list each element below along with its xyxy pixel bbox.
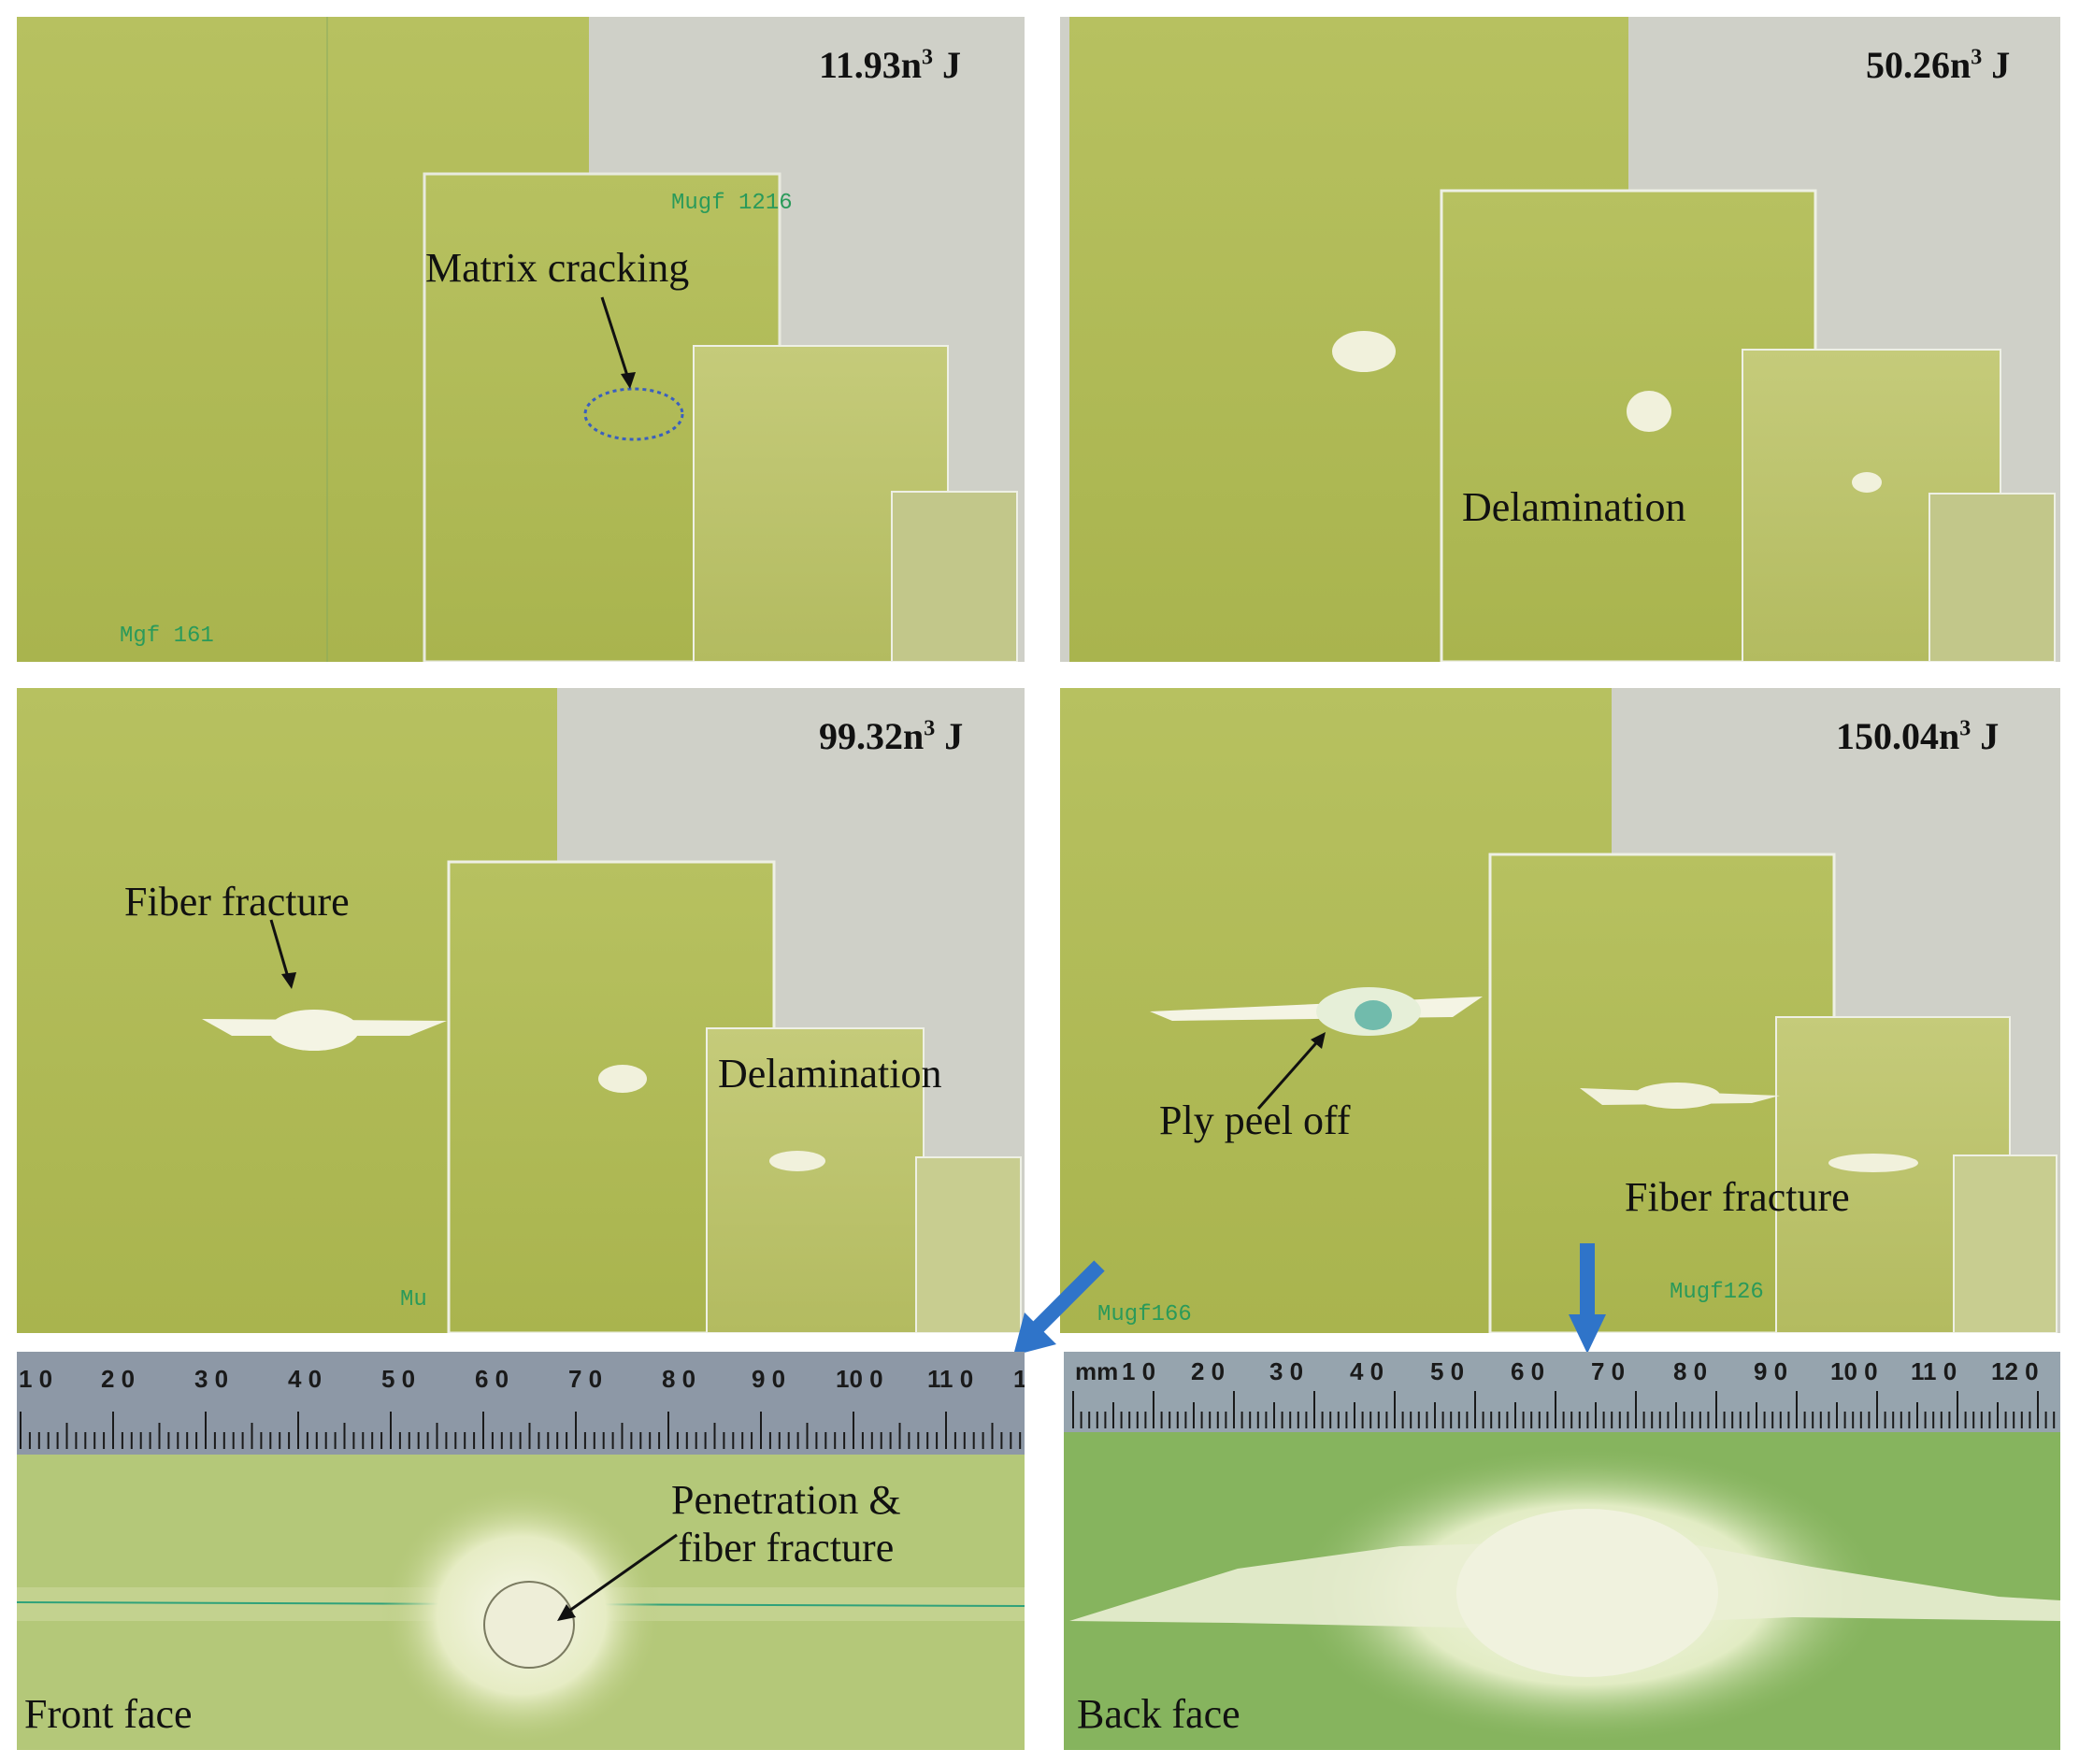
photo-panel-4: Mugf166 Mugf126 150.04n3 J Ply peel off … bbox=[1060, 688, 2060, 1333]
ruler-scale: mm 1 0 2 0 3 0 4 0 5 0 6 0 7 0 8 0 9 0 10 0 1… bbox=[1072, 1357, 2056, 1428]
impact-energy-label: 50.26n3 J bbox=[1866, 44, 2011, 86]
closeup-front: 1 0 2 0 3 0 4 0 5 0 6 0 7 0 8 0 9 0 10 0 11 0… bbox=[17, 1352, 1025, 1750]
svg-text:11 0: 11 0 bbox=[927, 1365, 973, 1393]
svg-text:8 0: 8 0 bbox=[662, 1365, 695, 1393]
delamination-label: Delamination bbox=[1462, 484, 1686, 530]
photo-panel-2: 50.26n3 J Delamination bbox=[1060, 17, 2060, 662]
ply-peel-off-label: Ply peel off bbox=[1159, 1097, 1351, 1143]
svg-text:mm: mm bbox=[1075, 1357, 1118, 1385]
svg-text:1: 1 bbox=[1013, 1365, 1025, 1393]
svg-text:10 0: 10 0 bbox=[836, 1365, 883, 1393]
impact-energy-label: 150.04n3 J bbox=[1836, 715, 2000, 757]
svg-text:6 0: 6 0 bbox=[475, 1365, 509, 1393]
svg-text:7 0: 7 0 bbox=[568, 1365, 602, 1393]
svg-text:1 0: 1 0 bbox=[19, 1365, 52, 1393]
specimen-mark: Mugf 1216 bbox=[671, 191, 793, 216]
specimen-mark: Mgf 161 bbox=[120, 624, 214, 649]
svg-text:4 0: 4 0 bbox=[288, 1365, 322, 1393]
specimen-plates-photo: Mugf 1216 Mgf 161 bbox=[17, 17, 1025, 662]
specimen-mark: Mu bbox=[400, 1287, 427, 1312]
svg-text:8 0: 8 0 bbox=[1673, 1357, 1707, 1385]
svg-text:9 0: 9 0 bbox=[752, 1365, 785, 1393]
svg-text:10 0: 10 0 bbox=[1830, 1357, 1878, 1385]
svg-text:11 0: 11 0 bbox=[1911, 1357, 1957, 1385]
fiber-fracture-label: Fiber fracture bbox=[1625, 1174, 1850, 1220]
back-face-label: Back face bbox=[1077, 1691, 1240, 1737]
specimen-plates-photo: Mu bbox=[17, 688, 1025, 1333]
photo-panel-3: Mu 99.32n3 J Fiber fracture Delamination bbox=[17, 688, 1025, 1333]
pointer-arrow-icon bbox=[1013, 1260, 1105, 1355]
svg-text:2 0: 2 0 bbox=[101, 1365, 135, 1393]
svg-text:12 0: 12 0 bbox=[1991, 1357, 2039, 1385]
closeup-back: mm 1 0 2 0 3 0 4 0 5 0 6 0 7 0 8 0 9 0 10 0 1… bbox=[1064, 1352, 2060, 1750]
closeup-photo: mm 1 0 2 0 3 0 4 0 5 0 6 0 7 0 8 0 9 0 10 0 1… bbox=[1064, 1352, 2060, 1750]
svg-text:1 0: 1 0 bbox=[1122, 1357, 1155, 1385]
specimen-mark: Mugf126 bbox=[1670, 1280, 1764, 1305]
svg-text:3 0: 3 0 bbox=[194, 1365, 228, 1393]
front-face-label: Front face bbox=[24, 1691, 193, 1737]
delamination-label: Delamination bbox=[718, 1051, 942, 1097]
closeup-photo: 1 0 2 0 3 0 4 0 5 0 6 0 7 0 8 0 9 0 10 0 11 0… bbox=[17, 1352, 1025, 1750]
penetration-fiber-fracture-label: Penetration & fiber fracture bbox=[671, 1477, 901, 1570]
ruler-scale: 1 0 2 0 3 0 4 0 5 0 6 0 7 0 8 0 9 0 10 0 11 0… bbox=[19, 1365, 1025, 1449]
svg-text:2 0: 2 0 bbox=[1191, 1357, 1225, 1385]
photo-panel-1: Mugf 1216 Mgf 161 11.93n3 J Matrix crack… bbox=[17, 17, 1025, 662]
specimen-mark: Mugf166 bbox=[1097, 1302, 1192, 1327]
svg-text:7 0: 7 0 bbox=[1591, 1357, 1625, 1385]
pointer-arrow-icon bbox=[1569, 1243, 1606, 1354]
specimen-plates-photo bbox=[1060, 17, 2060, 662]
specimen-plates-photo: Mugf166 Mugf126 bbox=[1060, 688, 2060, 1333]
svg-text:3 0: 3 0 bbox=[1269, 1357, 1303, 1385]
svg-text:6 0: 6 0 bbox=[1511, 1357, 1544, 1385]
fiber-fracture-label: Fiber fracture bbox=[124, 879, 350, 925]
svg-text:5 0: 5 0 bbox=[381, 1365, 415, 1393]
impact-energy-label: 11.93n3 J bbox=[819, 44, 962, 86]
impact-energy-label: 99.32n3 J bbox=[819, 715, 964, 757]
svg-text:5 0: 5 0 bbox=[1430, 1357, 1464, 1385]
svg-text:9 0: 9 0 bbox=[1754, 1357, 1787, 1385]
matrix-cracking-label: Matrix cracking bbox=[425, 245, 690, 291]
svg-text:4 0: 4 0 bbox=[1350, 1357, 1384, 1385]
